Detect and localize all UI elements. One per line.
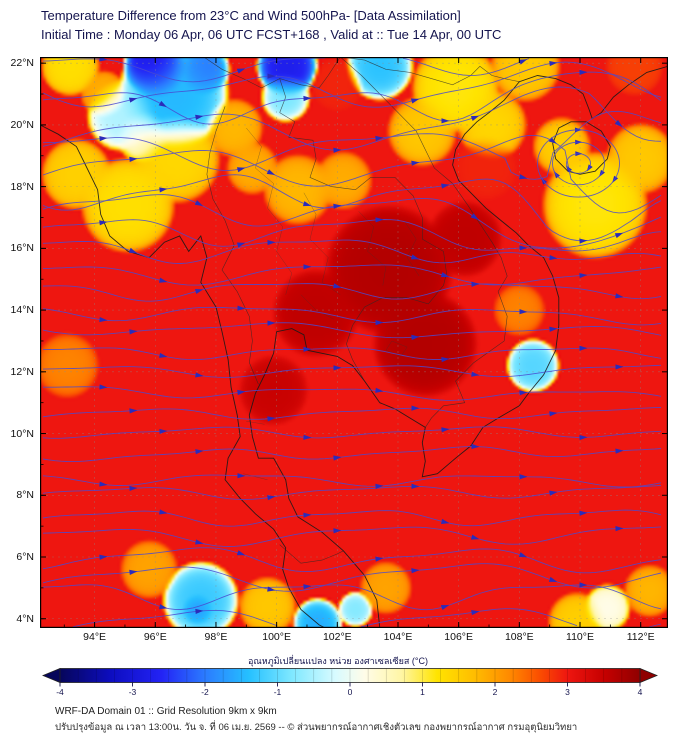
lat-tick-label: 14°N <box>10 304 34 317</box>
temperature-heatmap-canvas <box>40 57 668 628</box>
vortex-streamlines <box>537 129 620 198</box>
colorbar-label: อุณหภูมิเปลี่ยนแปลง หน่วย องศาเซลเซียส (… <box>248 656 428 666</box>
lat-tick-label: 20°N <box>10 118 34 131</box>
grid-lines <box>40 57 668 628</box>
colorbar-tick-label: 1 <box>420 687 425 697</box>
lat-tick-label: 22°N <box>10 57 34 70</box>
lat-tick-label: 6°N <box>16 551 34 563</box>
colorbar-ticks: -4 -3 -2 -1 0 1 2 3 4 <box>42 687 658 698</box>
colorbar <box>42 668 658 687</box>
colorbar-tick-label: -1 <box>273 687 282 697</box>
colorbar-tick-label: 3 <box>565 687 570 697</box>
wind-streamlines <box>42 57 662 628</box>
lon-tick-label: 112°E <box>626 631 655 643</box>
lon-tick-label: 110°E <box>566 631 594 643</box>
colorbar-tick-label: -2 <box>201 687 209 697</box>
footer-update-info: ปรับปรุงข้อมูล ณ เวลา 13:00น. วัน จ. ที่… <box>55 722 578 733</box>
lat-tick-label: 18°N <box>10 180 34 193</box>
lat-tick-label: 10°N <box>10 427 34 440</box>
lat-tick-label: 12°N <box>10 365 34 378</box>
colorbar-tick-label: -4 <box>56 687 64 697</box>
colorbar-tick-label: 0 <box>347 687 353 697</box>
lon-tick-label: 96°E <box>143 631 167 643</box>
lon-tick-label: 106°E <box>444 631 474 643</box>
latitude-axis: 22°N 20°N 18°N 16°N 14°N 12°N 10°N 8°N 6°N 4°N <box>0 57 37 628</box>
wind-arrowheads <box>99 57 624 616</box>
lat-tick-label: 16°N <box>10 242 34 255</box>
map-overlay <box>40 57 668 628</box>
lat-tick-label: 8°N <box>16 489 34 502</box>
lon-tick-label: 108°E <box>504 631 534 643</box>
longitude-axis: 94°E 96°E 98°E 100°E 102°E 104°E 106°E 108°E 110… <box>40 631 668 645</box>
colorbar-tick-label: 4 <box>637 687 643 697</box>
lat-tick-label: 4°N <box>16 612 34 625</box>
chart-title: Temperature Difference from 23°C and Win… <box>41 8 461 23</box>
colorbar-tick-label: -3 <box>128 687 137 697</box>
map-plot <box>40 57 668 628</box>
lon-tick-label: 100°E <box>262 631 291 643</box>
chart-subtitle: Initial Time : Monday 06 Apr, 06 UTC FCS… <box>41 27 502 42</box>
lon-tick-label: 104°E <box>383 631 413 643</box>
footer-domain-info: WRF-DA Domain 01 :: Grid Resolution 9km … <box>55 706 277 717</box>
map-frame-border <box>40 57 668 628</box>
colorbar-tick-label: 2 <box>492 687 498 697</box>
lon-tick-label: 94°E <box>83 631 107 643</box>
lon-tick-label: 98°E <box>204 631 228 643</box>
lon-tick-label: 102°E <box>322 631 352 643</box>
